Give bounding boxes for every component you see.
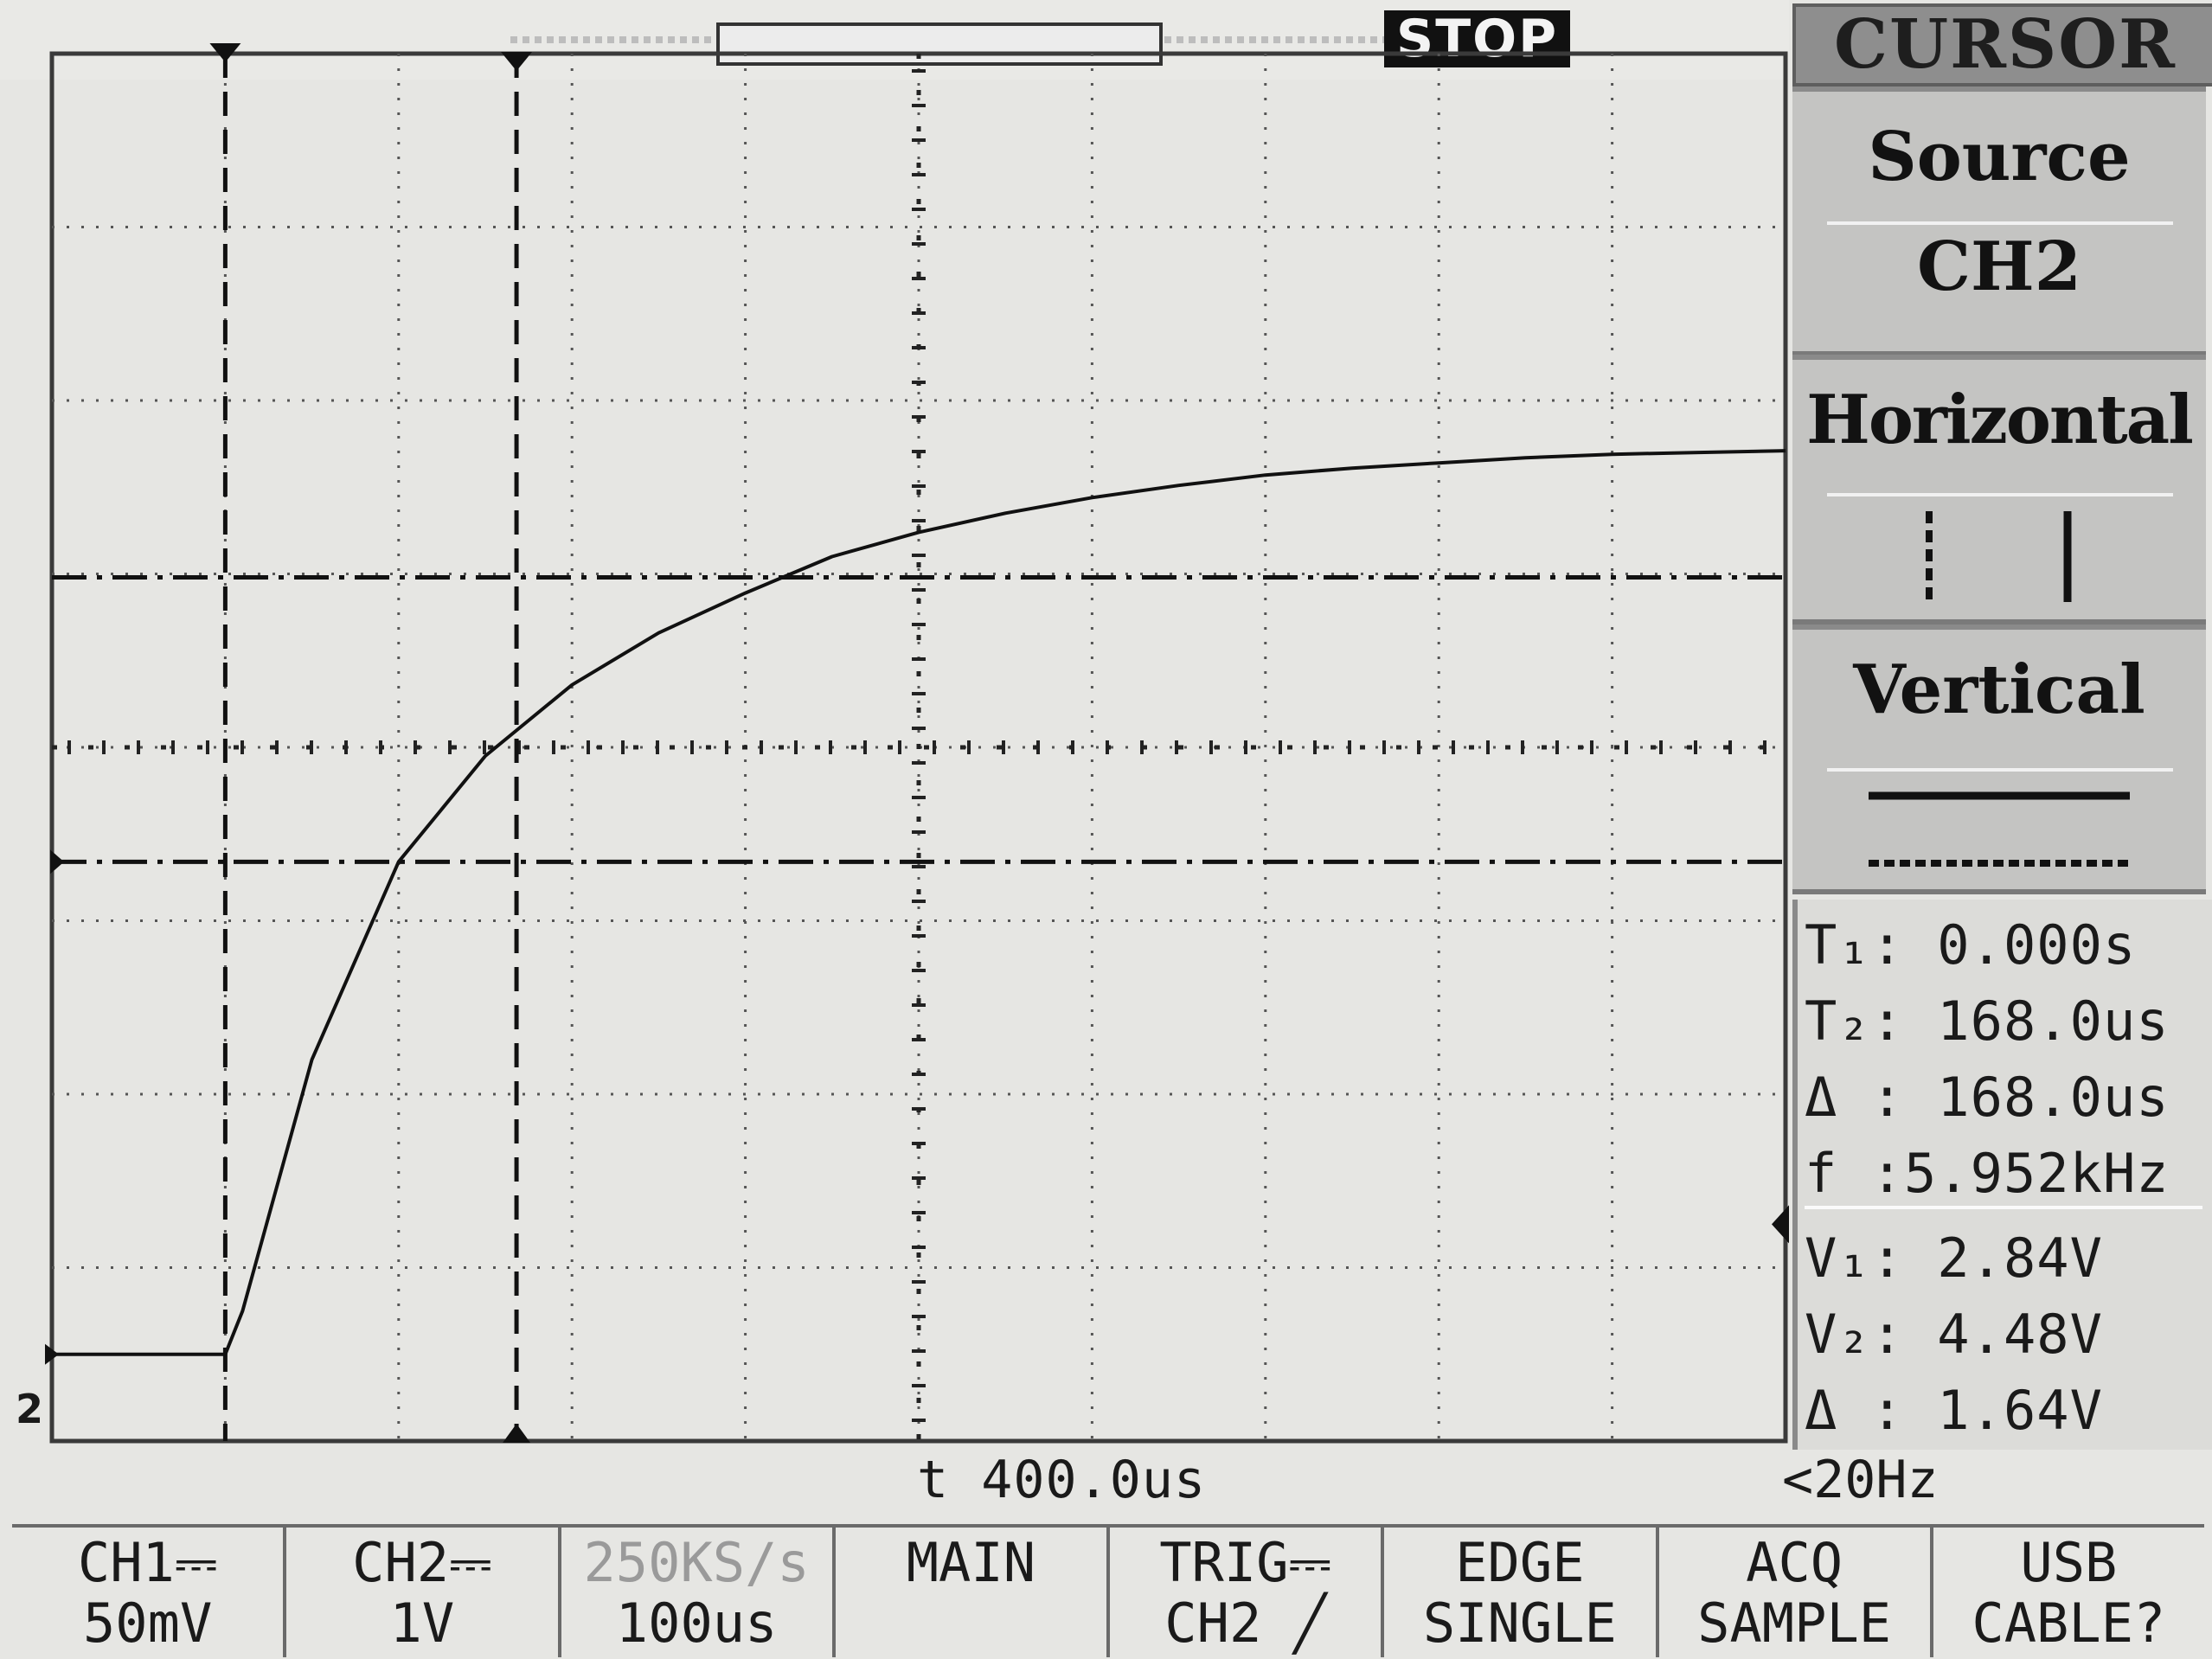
ch2-status[interactable]: CH2⎓ 1V [283, 1528, 557, 1657]
memory-window-indicator [716, 22, 1163, 66]
source-value: CH2 [1916, 227, 2082, 306]
top-status-bar: STOP [0, 0, 1789, 80]
frequency-readout: f :5.952kHz [1805, 1142, 2170, 1205]
cursor-lines [45, 43, 1789, 1443]
run-stop-status: STOP [1384, 10, 1571, 67]
vertical-label: Vertical [1853, 650, 2145, 729]
t2-bottom-marker [503, 1424, 531, 1443]
ch2-trace [52, 449, 1786, 1356]
acquire-mode: SAMPLE [1697, 1592, 1892, 1655]
horizontal-mode: MAIN [906, 1531, 1036, 1594]
trigger-status[interactable]: TRIG⎓ CH2 ╱ [1106, 1528, 1381, 1657]
ch1-scale: 50mV [82, 1592, 213, 1655]
time-position-readout: t 400.0us [917, 1450, 1207, 1510]
ch2-ground-marker: 2 [16, 1386, 44, 1432]
usb-state: CABLE? [1972, 1592, 2166, 1655]
cursor-readouts: T₁: 0.000s T₂: 168.0us Δ : 168.0us f :5.… [1792, 900, 2212, 1450]
horizontal-mode-status[interactable]: MAIN [831, 1528, 1106, 1657]
readout-separator [1805, 1206, 2202, 1209]
trigger-source: CH2 ╱ [1164, 1592, 1326, 1655]
vertical-separator [1827, 768, 2173, 772]
v2-readout: V₂: 4.48V [1805, 1303, 2103, 1366]
t1-marker [209, 43, 241, 62]
horizontal-cursor-icon [1926, 511, 2072, 602]
time-per-div: 100us [615, 1592, 778, 1655]
usb-label: USB [2020, 1531, 2118, 1594]
trigger-mode-status[interactable]: EDGE SINGLE [1381, 1528, 1655, 1657]
trigger-sweep: SINGLE [1422, 1592, 1617, 1655]
vertical-cursor-icon [1869, 791, 2130, 867]
graticule [49, 51, 1788, 1444]
ch2-coupling: CH2⎓ [352, 1531, 492, 1594]
trigger-type: EDGE [1455, 1531, 1585, 1594]
trigger-coupling: TRIG⎓ [1159, 1531, 1332, 1594]
source-button[interactable]: Source CH2 [1792, 86, 2206, 356]
acquire-label: ACQ [1746, 1531, 1843, 1594]
t2-marker [501, 52, 533, 71]
t1-readout: T₁: 0.000s [1805, 913, 2137, 977]
timebase-status[interactable]: 250KS/s 100us [557, 1528, 832, 1657]
source-separator [1827, 221, 2173, 225]
sample-rate: 250KS/s [583, 1531, 810, 1594]
vertical-button[interactable]: Vertical [1792, 625, 2206, 894]
v1-marker [50, 849, 64, 874]
horizontal-button[interactable]: Horizontal [1792, 355, 2206, 625]
acquire-status[interactable]: ACQ SAMPLE [1655, 1528, 1930, 1657]
usb-status[interactable]: USB CABLE? [1929, 1528, 2204, 1657]
ch1-coupling: CH1⎓ [77, 1531, 218, 1594]
horizontal-separator [1827, 493, 2173, 496]
ch2-scale: 1V [389, 1592, 455, 1655]
v1-readout: V₁: 2.84V [1805, 1227, 2103, 1290]
horizontal-label: Horizontal [1806, 381, 2194, 459]
ch2-waveform [52, 449, 1786, 1356]
status-bar: CH1⎓ 50mV CH2⎓ 1V 250KS/s 100us MAIN TRI… [12, 1524, 2204, 1657]
delta-t-readout: Δ : 168.0us [1805, 1066, 2170, 1129]
trigger-frequency-readout: <20Hz [1782, 1450, 1939, 1510]
menu-title: CURSOR [1792, 3, 2212, 86]
ch1-status[interactable]: CH1⎓ 50mV [12, 1528, 283, 1657]
trigger-level-marker [1772, 1205, 1789, 1244]
source-label: Source [1868, 118, 2131, 196]
waveform-display [45, 43, 1789, 1444]
delta-v-readout: Δ : 1.64V [1805, 1379, 2103, 1442]
t2-readout: T₂: 168.0us [1805, 990, 2170, 1053]
